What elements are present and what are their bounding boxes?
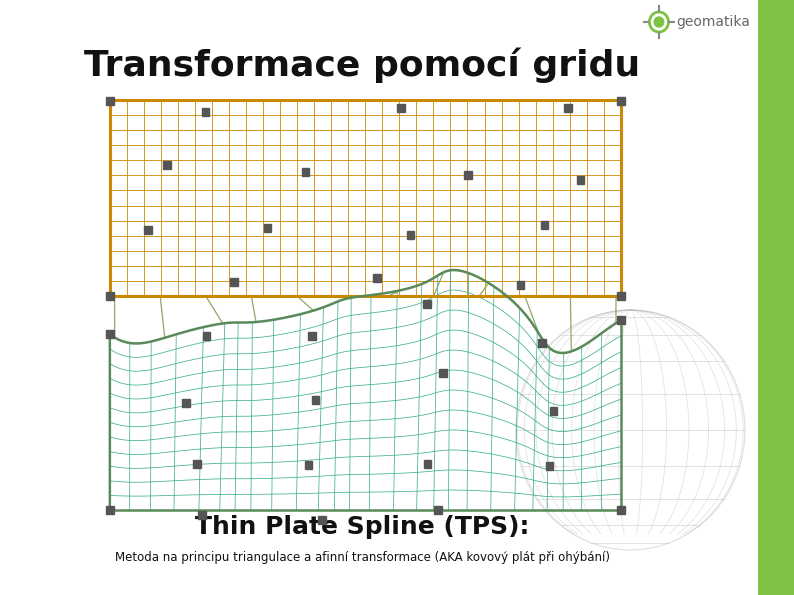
Bar <box>202 108 209 116</box>
Text: Thin Plate Spline (TPS):: Thin Plate Spline (TPS): <box>195 515 530 539</box>
Text: Transformace pomocí gridu: Transformace pomocí gridu <box>84 47 640 83</box>
Bar <box>424 460 431 468</box>
Bar <box>198 511 206 519</box>
Bar <box>106 292 114 300</box>
Bar <box>423 300 431 308</box>
Bar <box>439 369 447 377</box>
Bar <box>434 506 441 514</box>
Bar <box>549 406 557 415</box>
Bar <box>565 104 572 112</box>
Text: geomatika: geomatika <box>676 15 750 29</box>
Bar <box>305 461 313 469</box>
Bar <box>538 339 545 347</box>
Bar <box>302 168 310 176</box>
Bar <box>576 176 584 184</box>
Bar <box>164 161 171 169</box>
Bar <box>230 278 237 286</box>
Bar <box>373 274 381 282</box>
Bar <box>312 396 319 403</box>
Bar <box>106 97 114 105</box>
Bar <box>407 231 414 239</box>
Text: Metoda na principu triangulace a afinní transformace (AKA kovový plát při ohýbán: Metoda na principu triangulace a afinní … <box>114 552 610 565</box>
Bar <box>541 221 548 229</box>
Bar <box>464 171 472 179</box>
Bar <box>617 97 625 105</box>
Bar <box>182 399 190 407</box>
Bar <box>194 461 201 468</box>
Bar <box>617 292 625 300</box>
Bar <box>397 104 405 112</box>
Bar <box>545 462 553 469</box>
Circle shape <box>654 17 664 27</box>
Bar <box>318 516 326 524</box>
Bar <box>617 506 625 514</box>
Bar <box>145 226 152 234</box>
Bar <box>106 330 114 339</box>
Bar <box>308 332 316 340</box>
Bar <box>617 316 625 324</box>
Bar <box>202 331 210 340</box>
Bar <box>106 506 114 514</box>
Bar <box>264 224 272 232</box>
Bar <box>517 281 524 289</box>
